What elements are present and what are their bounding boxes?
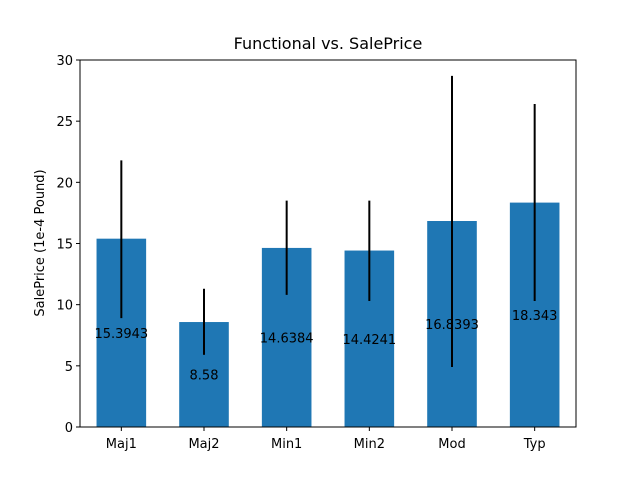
y-tick-label: 25 [56, 115, 73, 130]
x-tick-label: Min2 [354, 437, 385, 452]
y-tick-label: 5 [65, 360, 73, 375]
x-tick-label: Maj1 [106, 437, 137, 452]
plot-area: 15.3943 8.58 14.6384 14.4241 16.8393 18.343 0 5… [56, 54, 577, 452]
y-tick-label: 15 [56, 238, 73, 253]
data-label-maj2: 8.58 [190, 369, 219, 384]
data-label-maj1: 15.3943 [94, 327, 148, 342]
y-tick-label: 0 [65, 421, 73, 436]
x-tick-label: Min1 [271, 437, 302, 452]
y-axis-label: SalePrice (1e-4 Pound) [33, 169, 48, 316]
y-tick-label: 10 [56, 299, 73, 314]
chart-title: Functional vs. SalePrice [234, 34, 423, 53]
y-tick-label: 30 [56, 54, 73, 69]
data-label-min2: 14.4241 [342, 333, 396, 348]
x-tick-label: Mod [438, 437, 465, 452]
x-tick-label: Typ [523, 437, 546, 452]
data-label-min1: 14.6384 [260, 331, 314, 346]
y-tick-label: 20 [56, 176, 73, 191]
data-label-mod: 16.8393 [425, 318, 479, 333]
data-label-typ: 18.343 [512, 309, 558, 324]
x-tick-label: Maj2 [188, 437, 219, 452]
